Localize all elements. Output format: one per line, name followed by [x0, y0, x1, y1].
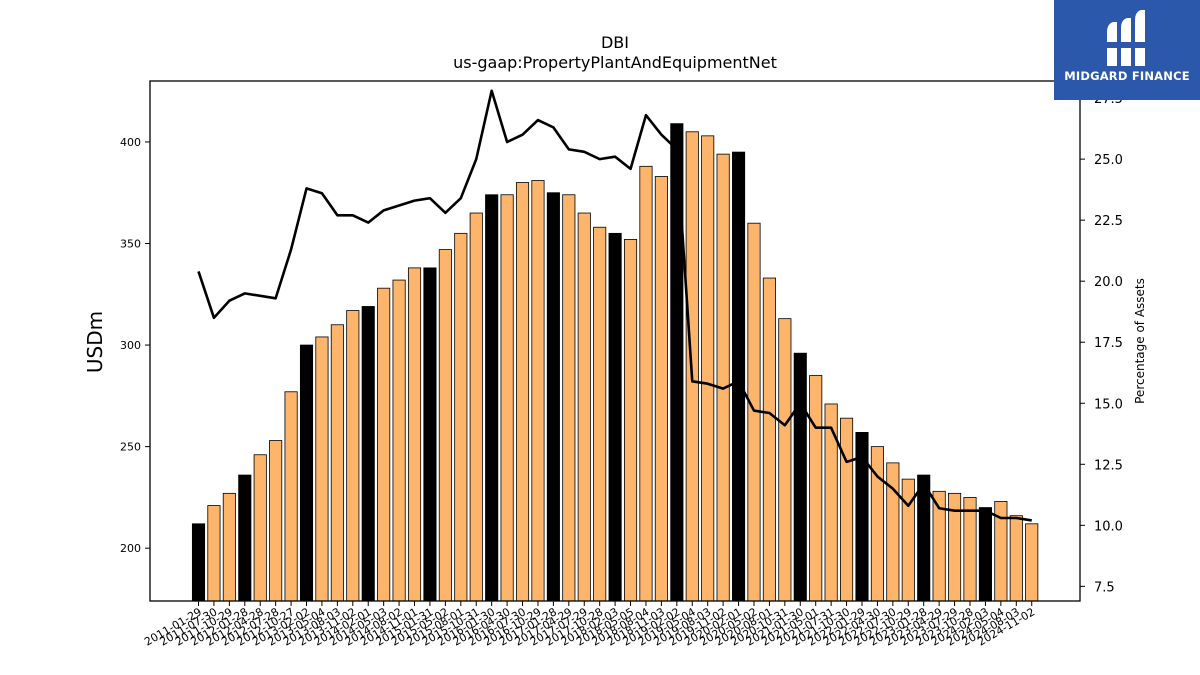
bar-2023-01-28 [917, 474, 931, 602]
bar-2011-01-29 [191, 523, 206, 602]
bar-2014-05-03 [377, 287, 391, 602]
bar-2014-08-02 [392, 279, 406, 602]
y2-tick-label: 10.0 [1094, 519, 1123, 534]
bar-2018-02-03 [608, 232, 622, 602]
y-tick-label: 400 [120, 136, 141, 149]
bar-2011-10-29 [222, 492, 236, 602]
midgard-logo-icon [1105, 10, 1147, 66]
y-tick-label: 300 [120, 339, 141, 352]
bar-2016-01-30 [485, 194, 499, 602]
y-tick-label: 350 [120, 238, 141, 251]
bar-2020-02-01 [732, 151, 746, 602]
y2-tick-label: 7.5 [1094, 580, 1115, 595]
percentage-of-assets-line [197, 89, 1032, 522]
y2-tick-label: 17.5 [1094, 336, 1123, 351]
bar-2013-08-03 [330, 324, 344, 602]
bar-2024-11-02 [1025, 523, 1039, 602]
y2-axis-label: Percentage of Assets [1133, 278, 1147, 404]
bar-2023-10-28 [963, 497, 977, 602]
y2-tick-label: 12.5 [1094, 458, 1123, 473]
y2-tick-label: 20.0 [1094, 275, 1123, 290]
bar-2012-10-27 [284, 391, 298, 602]
bar-2021-07-31 [824, 403, 838, 602]
bar-2013-05-04 [315, 336, 329, 602]
bar-2012-01-28 [238, 474, 252, 602]
midgard-finance-logo: MIDGARD FINANCE [1054, 0, 1200, 100]
y-tick-label: 250 [120, 441, 141, 454]
bar-2021-10-30 [840, 417, 854, 602]
bar-2022-07-30 [886, 462, 900, 602]
bar-2021-01-30 [793, 352, 807, 602]
bar-2016-04-30 [500, 194, 514, 602]
bar-2019-11-02 [716, 153, 730, 602]
y-axis-label: USDm [83, 311, 107, 373]
y-tick-label: 200 [120, 542, 141, 555]
y2-tick-label: 15.0 [1094, 397, 1123, 412]
bar-2015-01-31 [423, 267, 437, 602]
bar-2017-01-28 [546, 192, 560, 602]
bar-2014-11-01 [407, 267, 422, 602]
bar-2013-02-02 [299, 344, 314, 602]
y2-tick-label: 25.0 [1094, 153, 1123, 168]
bar-2017-07-29 [577, 212, 591, 602]
chart-subtitle: us-gaap:PropertyPlantAndEquipmentNet [453, 53, 777, 72]
bar-2012-04-28 [253, 454, 267, 602]
bar-2021-05-01 [809, 375, 823, 602]
bar-2014-02-01 [361, 306, 375, 602]
bar-2015-05-02 [438, 249, 452, 602]
bar-2011-07-30 [207, 505, 221, 602]
chart-title: DBI [601, 33, 629, 52]
bar-2013-11-02 [346, 310, 360, 602]
bar-2020-10-31 [778, 318, 792, 602]
bar-2012-07-28 [269, 440, 283, 602]
bar-2017-04-29 [562, 194, 576, 602]
bar-2016-10-29 [531, 180, 545, 602]
bar-2020-08-01 [762, 277, 776, 602]
bar-2019-08-03 [701, 135, 715, 602]
bar-2018-08-04 [639, 165, 653, 602]
logo-text: MIDGARD FINANCE [1064, 69, 1190, 83]
bar-2018-11-03 [654, 176, 668, 602]
bar-2015-10-31 [469, 212, 483, 602]
bar-2018-05-05 [623, 239, 638, 602]
bar-2017-10-28 [593, 226, 607, 602]
bar-2024-08-03 [1009, 515, 1023, 602]
bar-2015-08-01 [454, 232, 468, 602]
bar-2024-02-03 [978, 507, 992, 602]
y2-tick-label: 22.5 [1094, 214, 1123, 229]
bar-2016-07-30 [515, 182, 530, 602]
